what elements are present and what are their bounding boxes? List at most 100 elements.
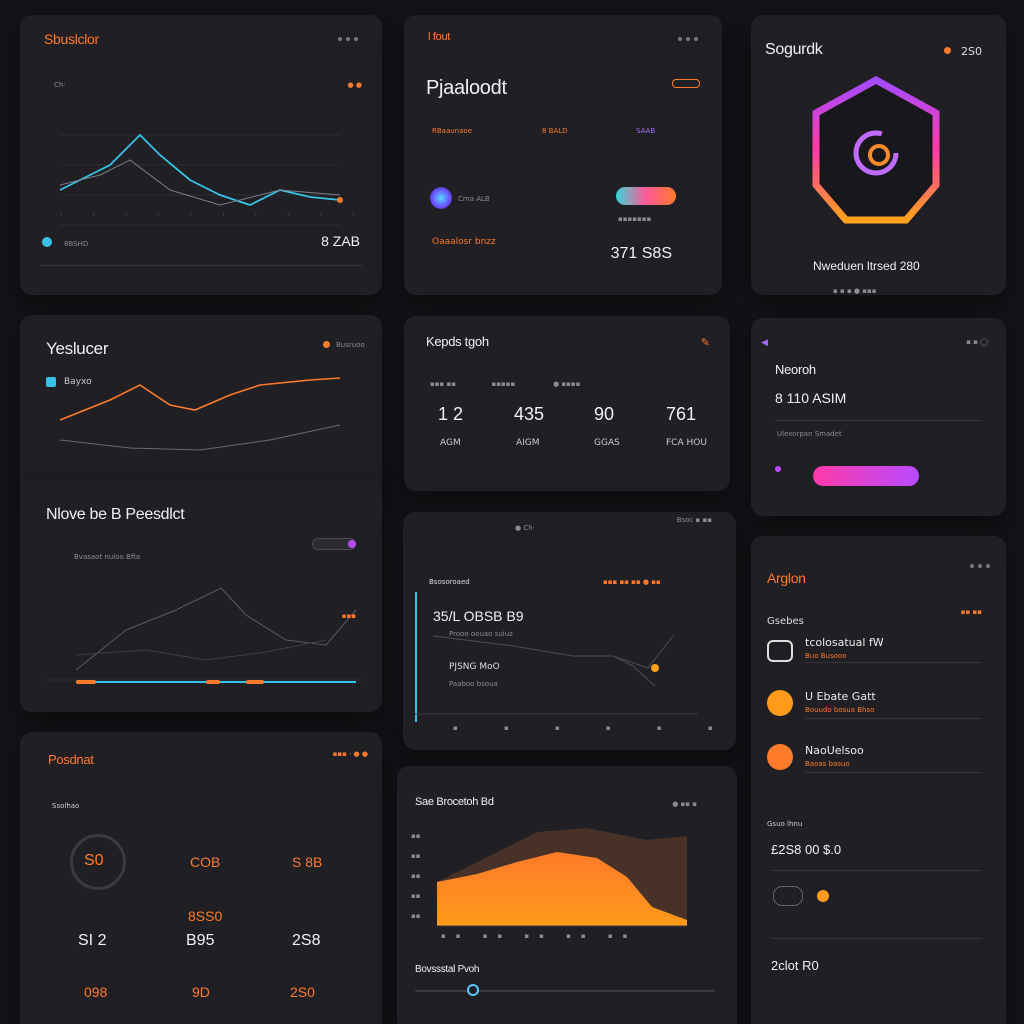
card-sales-chart: Sbuslclor Ch· ● ● · · · · · · · · · · · … [20,15,382,295]
item-name: NaoUelsoo [805,744,864,757]
balance-value: 8 110 ASIM [775,390,847,406]
card-title: Yeslucer [46,339,109,358]
card-title: Neoroh [775,362,816,377]
card-product: l fout Pjaaloodt RBaaunaoe 8 BALD SAAB C… [404,15,722,295]
analytics-chart [415,635,698,715]
search-icon [338,37,342,41]
y-axis-ticks: ▪▪ ▪▪ ▪▪ ▪▪ ▪▪ [411,832,421,920]
card-stats: Kepds tgoh ✎ ▪▪▪ ▪▪ ▪▪▪▪▪ ● ▪▪▪▪ 1 2 435… [404,316,730,491]
avatar [430,187,452,209]
action-pill[interactable] [813,466,919,486]
stat-label-1: AGM [440,438,461,448]
item-sub: Bouudo bosua Bhso [805,706,875,714]
status-label: Busruoo [336,341,365,349]
analytics-name: PJSNG MoO [449,662,500,672]
progress-pill[interactable] [616,187,676,205]
slider-knob[interactable] [467,984,479,996]
card-gauges: Posdnat ▪▪▪ · ● ● Ssolhao S0 COB S 8B 8S… [20,732,382,1024]
item-name: U Ebate Gatt [805,690,876,703]
user-label: Cma ALB [458,195,490,203]
card-toolbar[interactable]: ▪ ▪ ◯ [966,338,988,346]
legend-icon [46,377,56,387]
chart-note: ▪▪▪ [341,612,356,620]
edit-icon[interactable]: ✎ [700,336,710,349]
pill-caption: ▪▪▪▪▪▪▪ [618,215,652,223]
card-toolbar[interactable] [678,37,698,41]
analytics-sub1: Prooo oouao suiuz [449,630,513,638]
metric-1: RBaaunaoe [432,127,472,135]
card-performance: Nlove be B Peesdlct Bvasaot nuloo Bfta ▪… [20,480,382,712]
series-line-gray [59,159,341,206]
card-area-chart: Sae Brocetoh Bd ● ▪▪ ▪ ▪▪ ▪▪ ▪▪ ▪▪ ▪▪ ▪▪… [397,766,737,1024]
slider-track[interactable] [415,990,715,992]
stat-9: 2S0 [290,984,315,1000]
stat-header: ▪▪▪ ▪▪ ▪▪▪▪▪ ● ▪▪▪▪ [430,380,581,388]
filter-chip[interactable]: ▪▪ ▪▪ [960,608,982,616]
header-tools[interactable]: ▪▪▪ · ● ● [332,750,368,758]
badge: 2S0 [961,45,982,58]
item-icon [767,744,793,770]
toggle-pill[interactable] [773,886,803,906]
hexagon-logo-icon [812,76,940,224]
chart-axis [415,592,417,722]
card-title: Posdnat [48,752,94,767]
item-sub: Baoas basuo [805,760,850,768]
card-analytics: ● Ch· Bsoc ▪ ▪▪ Bsosoroaed ▪▪▪ ▪▪ ▪▪ ● ▪… [403,512,736,750]
chart-legend: Ch· [54,81,66,89]
stat-6: 2S8 [292,932,321,949]
card-title: Sbuslclor [44,31,99,47]
series-line-blue [59,133,341,206]
list-item[interactable]: NaoUelsoo Baoas basuo [765,742,985,778]
section-label: Ssolhao [52,802,80,810]
analytics-sub2: Paaboo bsoua [449,680,498,688]
more-icon [354,37,358,41]
card-trend: Yeslucer Busruoo Bayxo [20,315,382,480]
status-icon [42,237,52,247]
stat-3: 8SS0 [188,908,223,924]
caption: Nweduen ltrsed 280 [813,259,920,273]
total-value: £2S8 00 $.0 [771,842,842,857]
stat-label-3: GGAS [594,438,620,448]
analytics-value: 35/L OBSB B9 [433,608,524,624]
toggle-knob [348,540,356,548]
toggle-pill[interactable] [312,538,356,550]
card-toolbar[interactable] [338,37,358,41]
brand-icon: ◀ [761,338,768,348]
series-line-gray [59,424,341,451]
indicator-dot [775,466,781,472]
x-axis-ticks: · · · · · · · · · · · [60,211,382,219]
list-item[interactable]: tcolosatual fW Buo Busooo [765,636,985,672]
stat-label-4: FCA HOU [666,438,707,448]
stat-value-4: 761 [666,404,697,424]
stat-7: 098 [84,984,108,1000]
summary-value: 8 ZAB [321,233,360,249]
card-toolbar[interactable] [970,564,990,568]
card-title: Pjaaloodt [426,77,507,99]
settings-icon [346,37,350,41]
total-label: Gsuo lhnu [767,820,803,828]
stat-value-2: 435 [514,404,545,424]
chart-badge: ● ● [347,81,362,89]
item-name: tcolosatual fW [805,636,884,649]
chip-label: 8BSHD [64,240,89,248]
area-series [437,852,687,926]
status-pill[interactable] [672,79,700,88]
card-tag: l fout [428,31,451,43]
card-title: Kepds tgoh [426,334,489,349]
section-label: Bsosoroaed [429,578,470,586]
legend-label: Bayxo [64,377,92,387]
footer-title: Bovssstal Pvoh [415,964,480,975]
stat-value-1: 1 2 [438,404,464,424]
header-tools[interactable]: ● ▪▪ ▪ [672,800,697,808]
section-label: Gsebes [767,616,804,627]
list-item[interactable]: U Ebate Gatt Bouudo bosua Bhso [765,688,985,724]
item-icon [767,640,793,662]
x-axis-ticks: ▪▪ ▪▪ ▪▪ ▪▪ ▪▪ [441,932,638,940]
card-title: Nlove be B Peesdlct [46,506,185,523]
line-chart [59,133,343,226]
stat-8: 9D [192,984,210,1000]
card-title: Arglon [767,570,806,586]
multi-line-chart [46,587,361,684]
metric-value: 371 S8S [610,245,672,262]
footer-controls[interactable]: ▪ ▪ ▪ ● ▪▪▪ [833,287,877,295]
